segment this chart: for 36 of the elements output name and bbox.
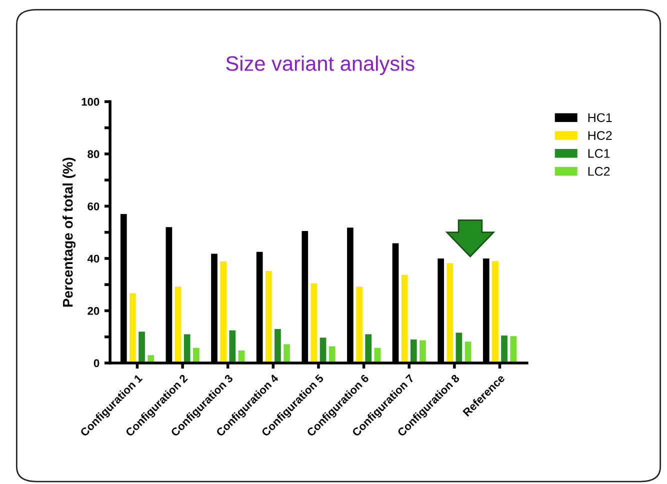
y-tick-label: 80 bbox=[88, 150, 100, 158]
y-axis-title: Percentage of total (%) bbox=[62, 158, 76, 307]
bar bbox=[374, 348, 381, 363]
bar bbox=[174, 286, 182, 363]
bar bbox=[501, 336, 508, 363]
bar bbox=[456, 332, 462, 363]
bar bbox=[510, 336, 517, 363]
bar bbox=[130, 293, 136, 363]
bar bbox=[284, 344, 290, 363]
bar bbox=[138, 332, 145, 363]
bar bbox=[401, 274, 408, 363]
chart-title: Size variant analysis bbox=[226, 56, 414, 76]
bar bbox=[274, 329, 281, 363]
bar bbox=[229, 330, 236, 363]
y-tick-label: 40 bbox=[87, 254, 100, 263]
legend-label: HC2 bbox=[588, 131, 612, 140]
legend-label: LC1 bbox=[588, 149, 610, 158]
bar bbox=[192, 348, 200, 363]
y-tick-label: 60 bbox=[88, 202, 100, 210]
y-tick-label: 20 bbox=[88, 306, 100, 315]
bar bbox=[356, 286, 362, 363]
legend-label: HC1 bbox=[588, 113, 612, 122]
bar bbox=[310, 283, 318, 363]
bar bbox=[320, 338, 326, 363]
bar bbox=[446, 263, 454, 363]
bar bbox=[365, 334, 372, 363]
legend-label: LC2 bbox=[588, 166, 610, 176]
bar bbox=[328, 346, 336, 363]
bar bbox=[420, 340, 426, 363]
bar bbox=[492, 261, 498, 363]
bar bbox=[265, 271, 272, 363]
y-tick-label: 100 bbox=[82, 98, 100, 106]
bar bbox=[410, 339, 417, 363]
y-tick-label: 0 bbox=[94, 359, 100, 368]
bar bbox=[184, 334, 190, 363]
bar bbox=[220, 261, 227, 363]
